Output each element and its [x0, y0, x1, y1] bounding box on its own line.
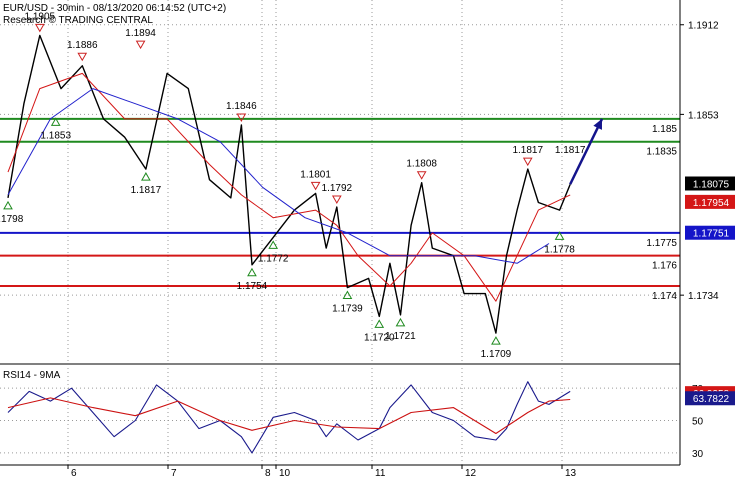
swing-high-marker: [522, 157, 533, 167]
level-label: 1.185: [652, 124, 677, 135]
swing-label: 1.1817: [555, 145, 586, 156]
swing-label: 1.1817: [512, 145, 543, 156]
swing-low-marker: [342, 290, 353, 300]
swing-low-marker: [395, 317, 406, 327]
swing-low-marker: [50, 117, 61, 126]
swing-low-marker: [554, 231, 565, 240]
swing-high-marker: [236, 113, 247, 123]
swing-low-marker: [374, 319, 385, 328]
swing-label: 1.1709: [481, 349, 512, 360]
swing-label: 1.1792: [322, 183, 353, 194]
swing-high-marker: [310, 181, 321, 191]
swing-label: 1.1801: [300, 169, 331, 180]
price-price-box: [685, 194, 735, 209]
swing-label: 1.1720: [364, 332, 395, 343]
swing-label: 1.1772: [258, 253, 289, 264]
swing-label: 1.1817: [131, 185, 162, 196]
rsi-price-box-label: 63.7822: [693, 394, 730, 405]
price-tick-label: 1.1912: [688, 21, 719, 32]
price-price-box-label: 1.17954: [693, 198, 730, 209]
grid: [0, 0, 680, 465]
level-label: 1.176: [652, 261, 677, 272]
price-price-box-label: 1.17751: [693, 229, 730, 240]
price-price-box: [685, 176, 735, 191]
swing-high-marker: [77, 52, 88, 62]
level-lines: 1.185 1.1835 1.1775 1.176 1.174: [0, 117, 680, 302]
x-tick-label: 12: [465, 468, 477, 479]
x-tick-label: 7: [171, 468, 177, 479]
series-ma-fast: [7, 72, 571, 302]
swing-annotations: 1.1905 1.1886 1.1894 1.1846 1.1801 1.1792 1.18…: [0, 11, 586, 360]
rsi-price-box: [685, 391, 735, 406]
forecast-arrow-shaft: [569, 118, 604, 185]
swing-label: 1.1886: [67, 40, 98, 51]
swing-low-marker: [247, 267, 257, 277]
swing-label: 1.1721: [385, 331, 416, 342]
swing-low-marker: [3, 200, 13, 210]
swing-high-marker: [416, 171, 427, 180]
x-tick-label: 10: [279, 468, 291, 479]
rsi-title: RSI14 - 9MA: [3, 370, 61, 381]
x-tick-label: 6: [71, 468, 77, 479]
panel-frames: [0, 0, 681, 466]
swing-label: 1.1905: [25, 11, 56, 22]
rsi-tick-label: 30: [692, 449, 704, 460]
series-ma-slow: [7, 88, 550, 264]
swing-label: 1.1778: [544, 244, 575, 255]
swing-low-marker: [141, 172, 151, 181]
level-label: 1.1775: [646, 238, 677, 249]
swing-label: 1.1853: [40, 130, 71, 141]
swing-low-marker: [491, 336, 501, 345]
swing-label: 1.1754: [237, 281, 268, 292]
swing-high-marker: [135, 40, 146, 50]
chart-header-line2: Research © TRADING CENTRAL: [3, 15, 153, 26]
swing-label: 1.1846: [226, 101, 257, 112]
series-price: [7, 34, 571, 334]
x-tick-label: 11: [375, 468, 386, 479]
rsi-series-rsi: [7, 381, 571, 454]
swing-label: 1.1808: [406, 159, 437, 170]
swing-label: 1.1798: [0, 214, 24, 225]
forecast-arrow-head: [593, 118, 602, 130]
level-label: 1.174: [652, 291, 677, 302]
price-price-box: [685, 225, 735, 240]
price-price-box-label: 1.18075: [693, 180, 730, 191]
x-tick-label: 13: [565, 468, 577, 479]
chart-header-line1: EUR/USD - 30min - 08/13/2020 06:14:52 (U…: [3, 3, 226, 14]
level-label: 1.1835: [646, 147, 677, 158]
x-tick-label: 8: [265, 468, 271, 479]
rsi-series-ma: [7, 397, 571, 435]
rsi-tick-label: 50: [692, 417, 704, 428]
swing-label: 1.1739: [332, 304, 363, 315]
swing-label: 1.1894: [125, 28, 156, 39]
swing-high-marker: [331, 195, 342, 205]
price-tick-label: 1.1734: [688, 291, 719, 302]
price-tick-label: 1.1853: [688, 110, 719, 121]
rsi-series: [7, 381, 571, 454]
swing-low-marker: [268, 240, 279, 249]
swing-high-marker: [34, 23, 45, 33]
price-series: [7, 34, 604, 334]
